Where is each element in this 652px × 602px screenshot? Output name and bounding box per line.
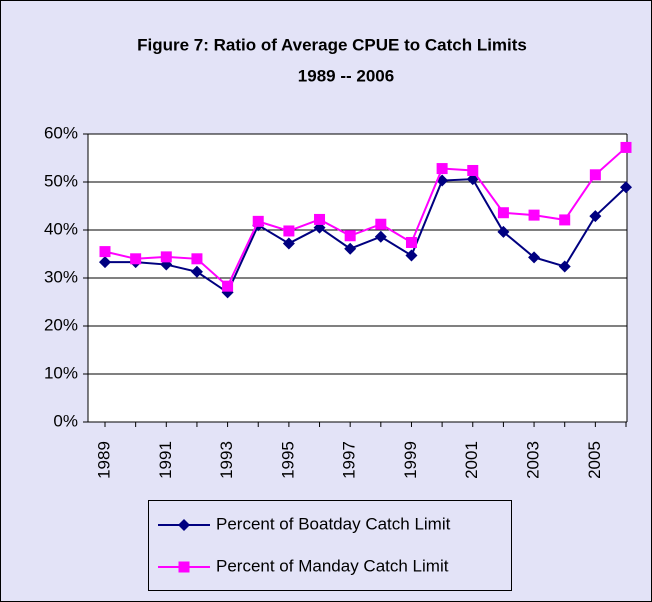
data-point [191, 253, 203, 265]
y-tick-label: 0% [53, 411, 78, 430]
series-line [105, 178, 627, 294]
data-point [405, 236, 417, 248]
data-point [528, 209, 540, 221]
y-tick-label: 50% [44, 171, 78, 190]
y-tick-label: 10% [44, 363, 78, 382]
legend [148, 500, 512, 591]
data-point [160, 251, 172, 263]
data-point [558, 260, 571, 273]
data-point [589, 169, 601, 181]
x-tick-label: 2005 [585, 441, 604, 479]
data-point [467, 164, 479, 176]
data-point [497, 225, 510, 238]
data-point [528, 251, 541, 264]
data-point [314, 213, 326, 225]
data-point [620, 181, 632, 194]
data-point [99, 256, 111, 269]
legend-marker [178, 561, 190, 573]
data-point [405, 249, 418, 262]
data-point [190, 265, 203, 278]
y-tick-label: 40% [44, 219, 78, 238]
data-point [375, 218, 387, 230]
data-point [222, 280, 234, 292]
legend-label: Percent of Manday Catch Limit [216, 556, 449, 575]
x-tick-label: 2001 [462, 441, 481, 479]
y-tick-label: 20% [44, 315, 78, 334]
data-point [620, 141, 632, 153]
data-point [436, 163, 448, 175]
chart-title: Figure 7: Ratio of Average CPUE to Catch… [137, 35, 527, 54]
chart-subtitle: 1989 -- 2006 [298, 66, 394, 85]
x-tick-label: 1999 [401, 441, 420, 479]
data-point [344, 230, 356, 242]
x-tick-label: 1993 [217, 441, 236, 479]
x-tick-label: 1995 [278, 441, 297, 479]
x-tick-label: 1989 [94, 441, 113, 479]
data-point [589, 210, 602, 223]
data-point [374, 230, 387, 243]
data-point [283, 225, 295, 237]
legend-marker [178, 519, 190, 531]
data-point [130, 253, 142, 265]
x-tick-label: 2003 [524, 441, 543, 479]
data-point [559, 214, 571, 226]
legend-label: Percent of Boatday Catch Limit [216, 514, 451, 533]
data-point [497, 207, 509, 219]
x-tick-label: 1997 [340, 441, 359, 479]
data-point [252, 215, 264, 227]
x-tick-label: 1991 [156, 441, 175, 479]
data-point [344, 242, 357, 255]
data-point [99, 246, 111, 258]
y-tick-label: 30% [44, 267, 78, 286]
y-tick-label: 60% [44, 123, 78, 142]
data-point [282, 237, 295, 250]
